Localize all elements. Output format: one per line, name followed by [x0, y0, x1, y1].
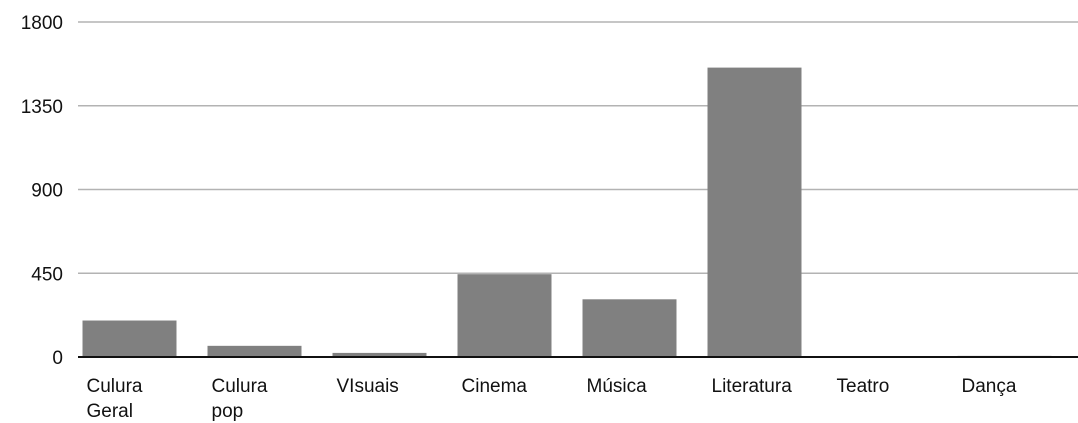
x-tick-label: Dança — [962, 376, 1017, 397]
x-tick-label: VIsuais — [337, 376, 399, 397]
y-axis-tick-labels: 0 450 900 1350 1800 — [21, 13, 63, 369]
x-tick-label-line: VIsuais — [337, 376, 399, 397]
x-tick-label: Teatro — [837, 376, 890, 397]
x-tick-label-line: Culura — [212, 376, 268, 397]
x-tick-label-line: pop — [212, 401, 244, 422]
x-tick-label: Culura Geral — [87, 376, 143, 422]
x-tick-label-line: Culura — [87, 376, 143, 397]
x-tick-label: Música — [587, 376, 648, 397]
x-tick-label: Cinema — [462, 376, 528, 397]
bar — [207, 345, 302, 357]
y-tick-label: 450 — [31, 264, 63, 285]
x-tick-label-line: Literatura — [712, 376, 793, 397]
x-tick-label-line: Dança — [962, 376, 1017, 397]
x-tick-label: Culura pop — [212, 376, 268, 422]
bar — [82, 320, 177, 357]
x-tick-label-line: Cinema — [462, 376, 528, 397]
x-axis-category-labels: Culura Geral Culura pop VIsuais Cinema Música L… — [87, 376, 1017, 422]
y-tick-label: 0 — [52, 348, 63, 369]
bars — [82, 67, 1052, 358]
bar — [582, 299, 677, 357]
bar — [332, 352, 427, 357]
bar — [457, 274, 552, 357]
y-tick-label: 900 — [31, 181, 63, 202]
x-tick-label-line: Música — [587, 376, 648, 397]
y-tick-label: 1800 — [21, 13, 63, 34]
bar — [707, 67, 802, 357]
y-tick-label: 1350 — [21, 97, 63, 118]
x-tick-label-line: Teatro — [837, 376, 890, 397]
gridlines — [78, 21, 1078, 274]
x-tick-label-line: Geral — [87, 401, 133, 422]
x-tick-label: Literatura — [712, 376, 793, 397]
